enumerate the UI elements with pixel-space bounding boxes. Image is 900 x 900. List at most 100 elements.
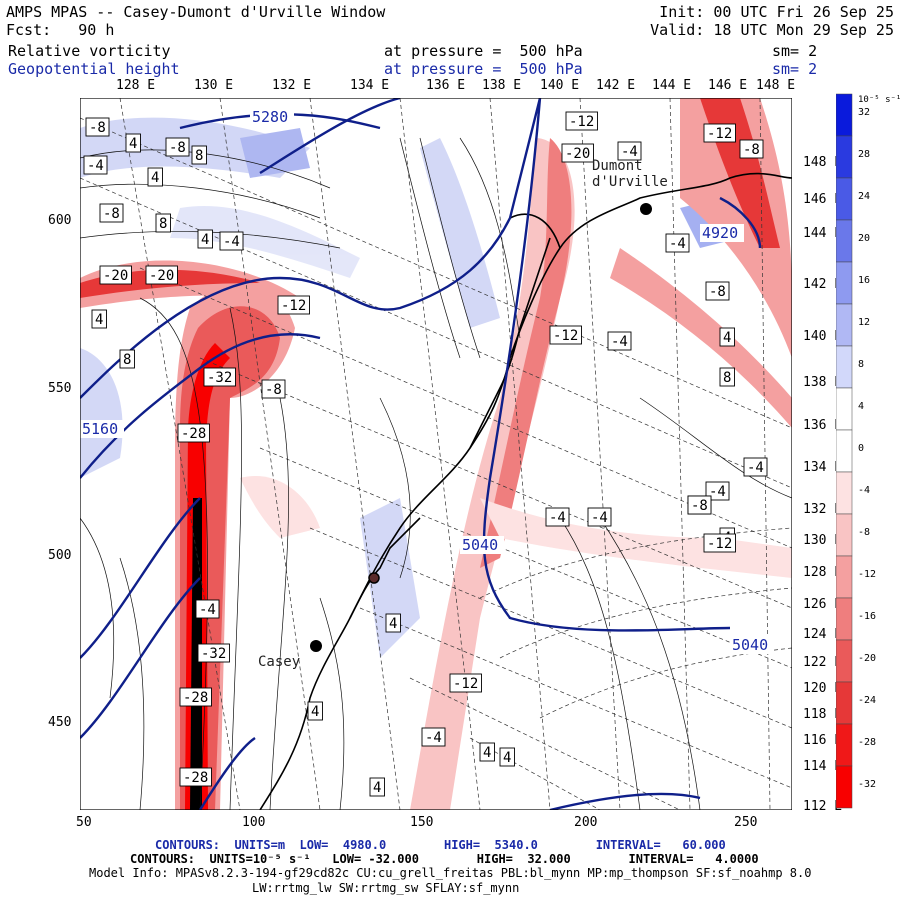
- top-longitude-label: 148 E: [756, 78, 796, 93]
- top-longitude-label: 144 E: [652, 78, 692, 93]
- vorticity-contour-label: -8: [691, 498, 708, 514]
- right-longitude-label: 126 E: [803, 597, 843, 612]
- coastline: [259, 172, 792, 810]
- vorticity-contour-label: -28: [183, 770, 208, 786]
- colorbar-label: -16: [858, 611, 876, 622]
- colorbar-label: -12: [858, 569, 876, 580]
- x-tick-label: 150: [410, 815, 434, 830]
- vorticity-contour-label: -8: [103, 206, 120, 222]
- top-longitude-label: 130 E: [194, 78, 234, 93]
- vorticity-contour-label: 4: [723, 330, 731, 346]
- init-time: Init: 00 UTC Fri 26 Sep 25: [659, 3, 894, 21]
- colorbar-swatch: [836, 135, 853, 179]
- vorticity-contour-label: -28: [183, 690, 208, 706]
- vorticity-contour-label: -8: [743, 142, 760, 158]
- vorticity-contour-label: 4: [151, 170, 159, 186]
- vorticity-contour-label: -32: [201, 646, 226, 662]
- height-contour-label: 5280: [252, 108, 288, 126]
- right-longitude-label: 130 E: [803, 533, 843, 548]
- colorbar-label: 8: [858, 359, 864, 370]
- vorticity-contour-label: -4: [669, 236, 686, 252]
- vorticity-contour-label: -20: [565, 146, 590, 162]
- vorticity-contour-label: -4: [747, 460, 764, 476]
- vorticity-contour-label: 8: [123, 352, 131, 368]
- vorticity-contours: [80, 137, 792, 810]
- vorticity-contour-label: -4: [199, 602, 216, 618]
- y-tick-label: 550: [48, 381, 72, 396]
- colorbar: 32 28 24 20 16 12 8 4 0 -4 -8 -12 -16 -20 -24 -28 -32 10…: [836, 93, 900, 809]
- vorticity-contour-label: -4: [223, 234, 240, 250]
- valid-time: Valid: 18 UTC Mon 29 Sep 25: [650, 21, 894, 39]
- model-info-line2: LW:rrtmg_lw SW:rrtmg_sw SFLAY:sf_mynn: [252, 881, 520, 895]
- colorbar-swatch: [836, 765, 853, 809]
- colorbar-label: 32: [858, 107, 870, 118]
- vorticity-contour-label: 8: [159, 216, 167, 232]
- right-longitude-label: 116 E: [803, 733, 843, 748]
- top-longitude-label: 138 E: [482, 78, 522, 93]
- vorticity-contour-info: CONTOURS: UNITS=10⁻⁵ s⁻¹ LOW= -32.000 HI…: [130, 852, 759, 866]
- vorticity-labels: -84 -8-448-12-20-12-8-4-884 -4-20 -20-12-32…: [83, 111, 768, 797]
- vorticity-contour-label: -32: [207, 370, 232, 386]
- vorticity-contour-label: -20: [149, 268, 174, 284]
- colorbar-swatch: [836, 345, 853, 389]
- right-longitude-label: 142 E: [803, 277, 843, 292]
- right-longitude-label: 146 E: [803, 192, 843, 207]
- right-longitude-label: 112 E: [803, 799, 843, 814]
- right-longitude-label: 120 E: [803, 681, 843, 696]
- x-tick-label: 100: [242, 815, 266, 830]
- top-longitude-label: 140 E: [540, 78, 580, 93]
- vorticity-contour-label: -8: [169, 140, 186, 156]
- top-longitude-label: 134 E: [350, 78, 390, 93]
- vorticity-contour-label: -12: [453, 676, 478, 692]
- colorbar-swatch: [836, 429, 853, 473]
- vorticity-contour-label: -8: [265, 382, 282, 398]
- plot-title: AMPS MPAS -- Casey-Dumont d'Urville Wind…: [6, 3, 386, 21]
- field1-name: Relative vorticity: [8, 42, 171, 60]
- colorbar-unit: 10⁻⁵ s⁻¹: [858, 95, 900, 105]
- right-longitude-label: 118 E: [803, 707, 843, 722]
- field2-smoothing: sm= 2: [772, 60, 818, 78]
- colorbar-swatch: [836, 471, 853, 515]
- colorbar-swatch: [836, 513, 853, 557]
- colorbar-swatch: [836, 261, 853, 305]
- vorticity-contour-label: -8: [89, 120, 106, 136]
- vorticity-contour-label: -4: [87, 158, 104, 174]
- vorticity-contour-label: 4: [389, 616, 397, 632]
- height-contour-info: CONTOURS: UNITS=m LOW= 4980.0 HIGH= 5340…: [155, 838, 726, 852]
- colorbar-label: -20: [858, 653, 876, 664]
- vorticity-contour-label: -4: [611, 334, 628, 350]
- colorbar-label: -4: [858, 485, 870, 496]
- field2-level: at pressure = 500 hPa: [384, 60, 583, 78]
- height-contour-label: 5040: [462, 536, 498, 554]
- colorbar-label: -32: [858, 779, 876, 790]
- colorbar-label: 0: [858, 443, 864, 454]
- height-labels: 5280 5160 5040 5040 4920: [80, 108, 774, 654]
- vorticity-contour-label: 4: [503, 750, 511, 766]
- forecast-hour: Fcst: 90 h: [6, 21, 115, 39]
- vorticity-contour-label: 4: [311, 704, 319, 720]
- vorticity-contour-label: -4: [549, 510, 566, 526]
- colorbar-swatch: [836, 93, 853, 137]
- colorbar-label: -8: [858, 527, 870, 538]
- colorbar-swatch: [836, 681, 853, 725]
- field1-smoothing: sm= 2: [772, 42, 818, 60]
- vorticity-contour-label: -4: [591, 510, 608, 526]
- right-longitude-label: 144 E: [803, 226, 843, 241]
- vorticity-contour-label: -20: [103, 268, 128, 284]
- colorbar-swatch: [836, 219, 853, 263]
- dumont-durville-station-marker: [640, 203, 652, 215]
- vorticity-contour-label: -12: [569, 114, 594, 130]
- place-name-label: d'Urville: [592, 174, 668, 190]
- colorbar-label: -24: [858, 695, 876, 706]
- vorticity-contour-label: -4: [425, 730, 442, 746]
- vorticity-contour-label: 4: [129, 136, 137, 152]
- colorbar-label: 28: [858, 149, 870, 160]
- colorbar-label: -28: [858, 737, 876, 748]
- right-longitude-label: 134 E: [803, 460, 843, 475]
- vorticity-contour-label: 4: [95, 312, 103, 328]
- colorbar-label: 4: [858, 401, 864, 412]
- field1-level: at pressure = 500 hPa: [384, 42, 583, 60]
- height-contour-label: 5040: [732, 636, 768, 654]
- colorbar-swatch: [836, 177, 853, 221]
